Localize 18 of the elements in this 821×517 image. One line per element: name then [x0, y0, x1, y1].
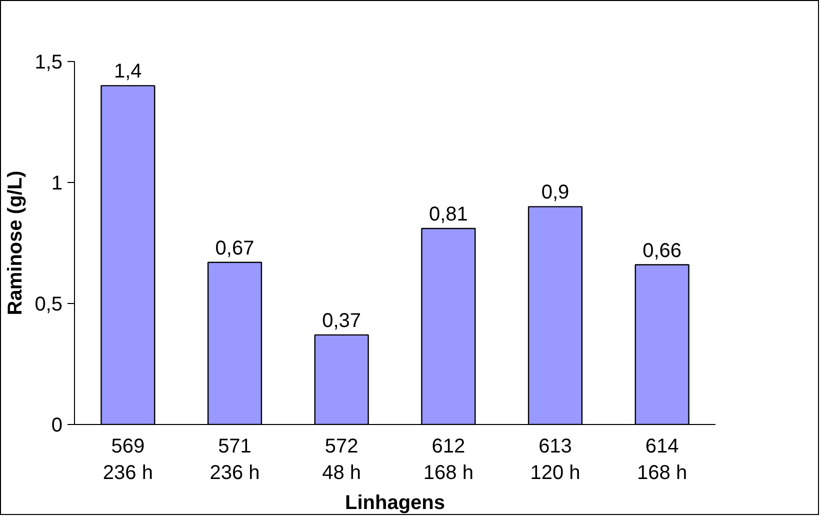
x-tick-label: 613 120 h: [530, 436, 580, 484]
x-tick-label: 614 168 h: [637, 436, 688, 484]
y-tick-label: 1,5: [34, 52, 63, 74]
y-tick-label: 0,5: [34, 294, 63, 316]
x-axis-title: Linhagens: [344, 492, 446, 514]
data-label: 0,37: [322, 310, 362, 332]
data-label: 0,66: [642, 240, 682, 262]
x-tick-label: 612 168 h: [423, 436, 474, 484]
y-axis-title: Raminose (g/L): [4, 170, 27, 316]
data-label: 1,4: [114, 60, 142, 83]
x-tick-label: 572 48 h: [322, 436, 362, 484]
data-label: 0,9: [541, 182, 570, 204]
x-tick-label: 571 236 h: [210, 436, 260, 484]
y-tick-label: 0: [51, 414, 62, 436]
x-tick-label: 569 236 h: [102, 436, 153, 484]
data-label: 0,81: [428, 203, 468, 226]
data-label: 0,67: [215, 237, 254, 260]
y-tick-label: 1: [51, 172, 62, 194]
